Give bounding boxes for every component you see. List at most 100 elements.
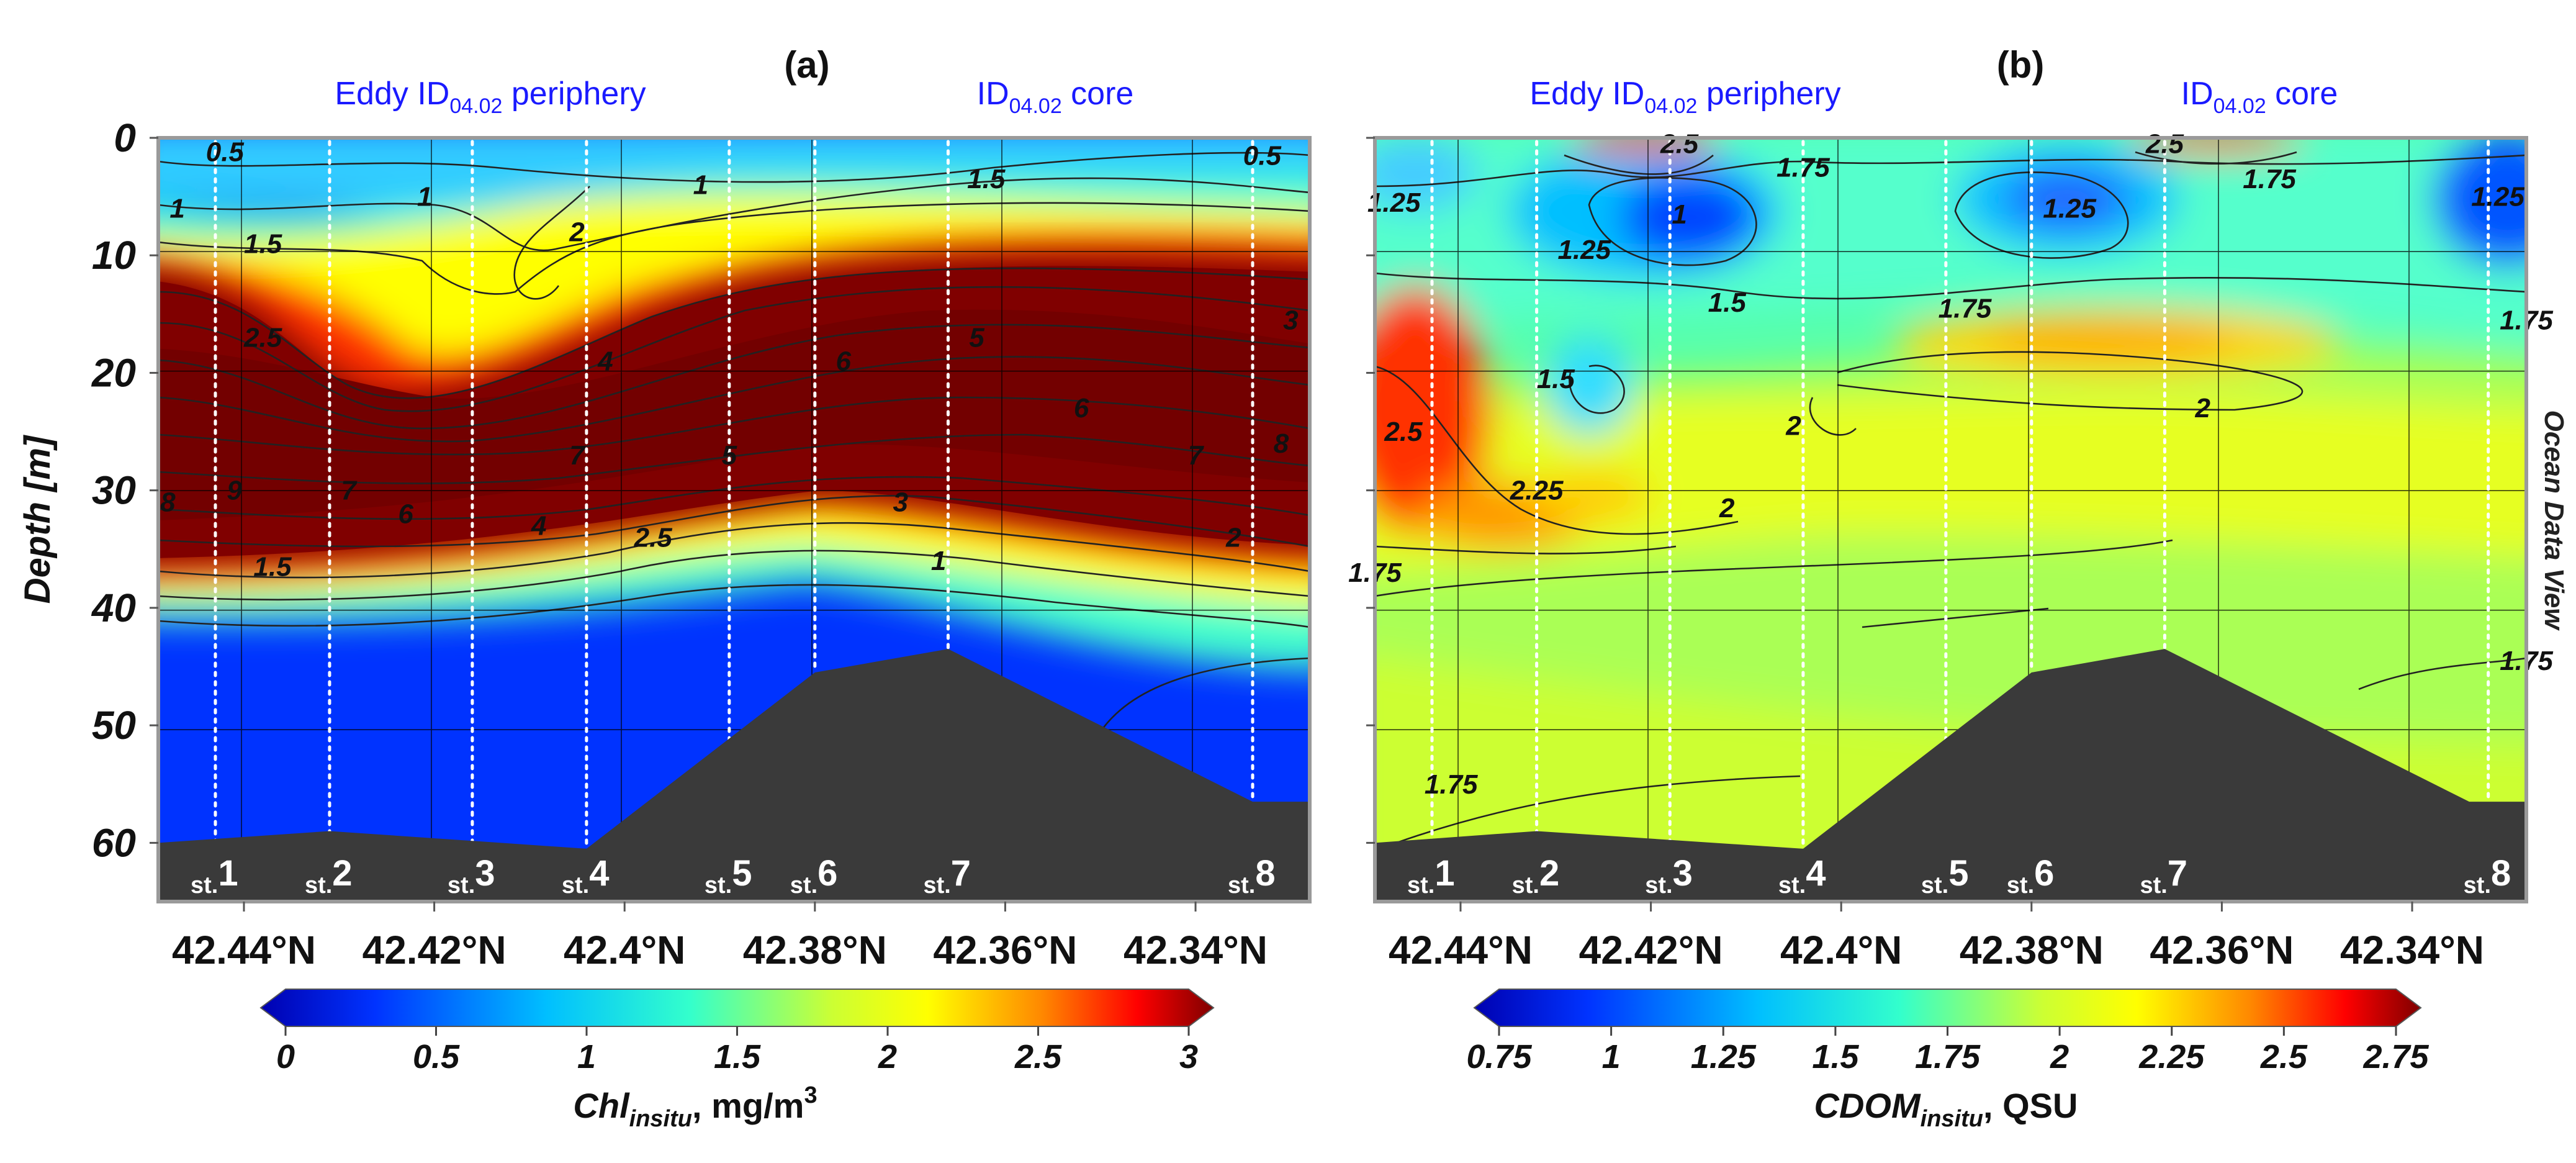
panel-a-contour-label: 2.5 <box>243 323 282 353</box>
panel-a-colorbar-title: Chlinsitu, mg/m3 <box>573 1082 817 1132</box>
panel-b-x-tick-label: 42.36°N <box>2150 928 2294 972</box>
panel-a-station-label: st.6 <box>790 853 838 898</box>
panel-a-contour-label: 8 <box>1274 428 1289 459</box>
panel-b-y-ticks <box>1366 137 1375 844</box>
panel-a-colorbar-tick-label: 1 <box>577 1038 596 1075</box>
panel-a-colorbar: 0 0.5 1 1.5 2 2.5 3 Chlinsitu, mg/m3 <box>259 989 1215 1132</box>
panel-a-contour-label: 0.5 <box>1243 140 1282 171</box>
panel-b-annotation-core: ID04.02 core <box>2181 76 2338 118</box>
panel-b-station-label: st.4 <box>1778 853 1826 898</box>
panel-a-contour-label: 7 <box>1188 440 1205 471</box>
panel-b-contour-label: 1.25 <box>2043 194 2096 224</box>
panel-b-contour-label: 1.5 <box>1708 287 1747 318</box>
panel-a-colorbar-tick-label: 1.5 <box>714 1038 761 1075</box>
panel-b-station-label: st.3 <box>1645 853 1693 898</box>
panel-b-colorbar-tick-label: 1.25 <box>1691 1038 1757 1075</box>
panel-b-contour-label: 2.5 <box>2145 129 2184 159</box>
panel-b-contour-labels: 2.51.752.51.751.251.251 1.25 1.251.5 1.75 1.… <box>1348 129 2553 799</box>
panel-b-colorbar-tick-label: 1.5 <box>1812 1038 1859 1075</box>
panel-b-x-tick-label: 42.42°N <box>1579 928 1723 972</box>
panel-b-colorbar: 0.75 1 1.25 1.5 1.75 2 2.25 2.5 2.75 CDOMinsitu,… <box>1466 989 2430 1132</box>
panel-a-colorbar-tick-label: 2 <box>878 1038 897 1075</box>
panel-b-station-label: st.5 <box>1921 853 1969 898</box>
panel-b-colorbar-tick-label: 1.75 <box>1915 1038 1981 1075</box>
panel-b-contour-label: 2.5 <box>1384 417 1423 447</box>
panel-a-y-tick-label: 30 <box>92 468 136 513</box>
panel-a-stations <box>214 140 1254 851</box>
panel-a-contour-label: 9 <box>227 476 242 506</box>
panel-a-x-tick-label: 42.4°N <box>564 928 685 972</box>
panel-a-y-tick-label: 0 <box>114 115 136 160</box>
panel-b-colorbar-tick-label: 2.25 <box>2138 1038 2205 1075</box>
panel-a-contour-label: 8 <box>160 487 176 518</box>
panel-b-x-tick-label: 42.4°N <box>1780 928 1902 972</box>
panel-b-contour-label: 2 <box>1785 411 1801 441</box>
panel-b-annotation-periphery: Eddy ID04.02 periphery <box>1529 76 1840 118</box>
panel-a-seafloor <box>158 649 1310 902</box>
panel-a-x-tick-label: 42.42°N <box>363 928 507 972</box>
panel-a-colorbar-tick-label: 2.5 <box>1014 1038 1062 1075</box>
panel-a-y-tick-label: 10 <box>92 233 136 278</box>
panel-a-annotation-core: ID04.02 core <box>977 76 1134 118</box>
panel-a-label: (a) <box>784 44 829 86</box>
panel-a-contour-label: 6 <box>1074 393 1089 423</box>
panel-a-contour-label: 1.5 <box>967 164 1006 194</box>
panel-a-contour-label: 1 <box>693 170 708 201</box>
panel-a-y-ticks: 0 10 20 30 40 50 60 <box>91 115 158 865</box>
panel-a-contour-label: 4 <box>531 510 546 541</box>
panel-a-contour-label: 4 <box>597 346 613 377</box>
panel-a-contour-label: 6 <box>398 499 413 530</box>
panel-a-contour-labels: 0.5 1 1.5 1 2 1 1.5 0.5 3 2.5 4 6 5 6 7 8 7 5 3 8 9 7 6 4 2.5 1.5… <box>160 138 1298 582</box>
panel-a-station-label: st.7 <box>923 853 971 898</box>
panel-a-contour-label: 6 <box>836 346 852 377</box>
panel-b-x-tick-label: 42.34°N <box>2340 928 2484 972</box>
panel-b-contour-label: 1.75 <box>1939 293 1992 324</box>
panel-b-contour-label: 1.25 <box>2471 182 2524 212</box>
panel-a-contour-label: 5 <box>722 440 737 471</box>
panel-a-colorbar-ticks: 0 0.5 1 1.5 2 2.5 3 <box>276 1026 1198 1075</box>
panel-b: (b) Eddy ID04.02 periphery ID04.02 core <box>1348 44 2569 1132</box>
panel-a-station-label: st.4 <box>562 853 610 898</box>
panel-a-x-tick-label: 42.34°N <box>1124 928 1268 972</box>
panel-b-stations <box>1430 140 2490 851</box>
panel-b-contours <box>1375 151 2526 852</box>
panel-a-y-tick-label: 50 <box>92 703 136 748</box>
panel-b-station-label: st.1 <box>1407 853 1455 898</box>
panel-a-contour-label: 3 <box>893 487 908 518</box>
panel-b-label: (b) <box>1997 44 2045 86</box>
panel-b-x-tick-label: 42.44°N <box>1389 928 1533 972</box>
panel-a-x-tick-label: 42.38°N <box>743 928 887 972</box>
panel-b-contour-label: 1.25 <box>1557 235 1611 265</box>
panel-b-station-label: st.6 <box>2007 853 2055 898</box>
panel-a-station-label: st.5 <box>705 853 752 898</box>
panel-b-colorbar-tick-label: 2.5 <box>2260 1038 2308 1075</box>
panel-a-annotation-periphery: Eddy ID04.02 periphery <box>335 76 646 118</box>
panel-a-contour-label: 3 <box>1283 305 1298 335</box>
panel-b-contour-label: 1.75 <box>1777 152 1830 183</box>
panel-b-colorbar-tick-label: 1 <box>1602 1038 1621 1075</box>
panel-a-contour-label: 2 <box>1225 522 1241 553</box>
panel-b-x-ticks: 42.44°N 42.42°N 42.4°N 42.38°N 42.36°N 42.34°… <box>1389 902 2484 972</box>
panel-a-contour-label: 7 <box>341 476 358 506</box>
panel-a-colorbar-tick-label: 0 <box>276 1038 295 1075</box>
panel-b-contour-label: 1 <box>1672 199 1687 230</box>
panel-a: (a) Eddy ID04.02 periphery ID04.02 core <box>17 44 1312 1132</box>
panel-a-station-label: st.3 <box>448 853 495 898</box>
panel-a-y-tick-label: 20 <box>91 350 136 395</box>
panel-a-contour-label: 1.5 <box>253 552 292 582</box>
panel-a-station-label: st.1 <box>191 853 238 898</box>
panel-a-contour-label: 1 <box>417 182 432 212</box>
panel-a-y-tick-label: 40 <box>91 586 136 630</box>
panel-b-station-labels: st.1 st.2 st.3 st.4 st.5 st.6 st.7 st.8 <box>1407 853 2511 898</box>
panel-a-colorbar-tick-label: 0.5 <box>413 1038 460 1075</box>
panel-a-contour-label: 7 <box>569 440 586 471</box>
panel-b-station-label: st.7 <box>2140 853 2187 898</box>
panel-b-contour-label: 2 <box>1719 493 1735 523</box>
y-axis-label: Depth [m] <box>17 435 58 604</box>
panel-a-contours <box>158 152 1310 746</box>
panel-a-station-label: st.2 <box>305 853 353 898</box>
panel-b-station-label: st.8 <box>2464 853 2511 898</box>
panel-b-contour-label: 1.75 <box>1425 769 1478 800</box>
panel-b-colorbar-tick-label: 2 <box>2050 1038 2069 1075</box>
